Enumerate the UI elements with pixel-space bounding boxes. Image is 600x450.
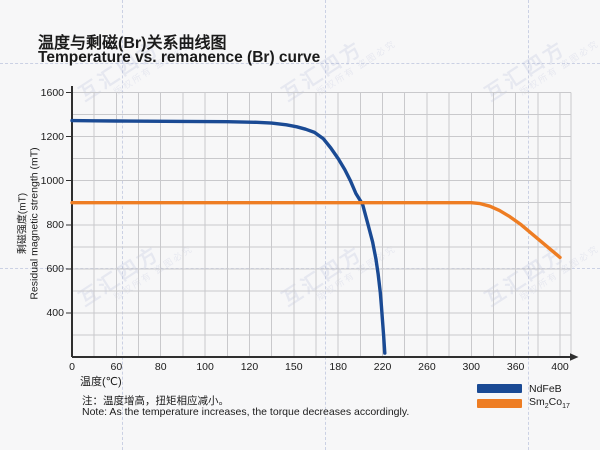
y-tick-label: 800 [46,218,64,231]
watermark: 互汇四方 版权所有 盗图必究 [278,212,421,319]
watermark-brand: 互汇四方 [75,242,165,311]
footnote-en: Note: As the temperature increases, the … [82,406,410,418]
legend-label-part: 2 [544,403,549,411]
watermark-notice: 版权所有 盗图必究 [517,243,600,303]
watermark-notice: 版权所有 盗图必究 [111,243,195,303]
x-axis-title: 温度(℃) [80,376,122,388]
watermark: 互汇四方 版权所有 盗图必究 [75,212,218,319]
x-tick-label: 100 [196,361,214,373]
series-curve-sm2co17 [70,201,562,260]
legend-item-sm2co17: Sm2Co17 [477,396,570,411]
y-tick-label: 1200 [40,130,64,143]
x-tick-label: 180 [329,361,347,373]
watermark: 互汇四方 版权所有 盗图必究 [481,212,600,319]
watermark-guide-line [325,0,326,450]
watermark-guide-line [122,0,123,450]
watermark-brand: 互汇四方 [481,37,571,106]
x-tick-label: 260 [418,361,436,373]
x-axis-arrow-icon [570,353,579,361]
x-tick-label: 220 [373,361,392,373]
legend-label-part: Co [548,396,563,409]
legend-item-ndfeb: NdFeB [477,381,570,396]
y-tick-label: 1000 [40,174,64,187]
y-tick-label: 400 [46,306,64,319]
watermark-brand: 互汇四方 [278,242,368,311]
x-tick-label: 80 [154,361,167,373]
legend-swatch-ndfeb [477,384,522,393]
legend-label-part: 17 [562,403,570,411]
chart-title-zh: 温度与剩磁(Br)关系曲线图 [38,35,227,52]
legend-swatch-sm2co17 [477,399,522,408]
watermark-notice: 版权所有 盗图必究 [314,38,398,98]
series-curve-ndfeb [70,118,387,355]
x-tick-label: 120 [240,361,259,373]
y-tick-label: 600 [46,262,64,275]
watermark-notice: 版权所有 盗图必究 [517,38,600,98]
y-axis-title-en: Residual magnetic strength (mT) [28,147,41,300]
watermark-guide-line [0,63,600,64]
chart-title-en: Temperature vs. remanence (Br) curve [38,49,321,66]
legend-label-sm2co17: Sm2Co17 [529,396,570,410]
y-axis-title-zh: 剩磁强度(mT) [17,192,29,255]
legend-label-ndfeb: NdFeB [529,382,562,395]
x-tick-label: 150 [285,361,303,373]
y-tick-label: 1600 [40,86,64,99]
x-tick-label: 0 [69,361,75,373]
legend-label-part: Sm [529,396,545,409]
x-tick-label: 60 [110,361,123,373]
watermark-notice: 版权所有 盗图必究 [314,243,398,303]
chart-legend: NdFeB Sm2Co17 [477,381,570,411]
watermark: 互汇四方 版权所有 盗图必究 [481,7,600,114]
footnote-zh: 注：温度增高，扭矩相应减小。 [82,395,229,407]
x-tick-label: 360 [506,361,525,373]
x-tick-label: 300 [462,361,481,373]
watermark-guide-line [0,268,600,269]
watermark-brand: 互汇四方 [481,242,571,311]
x-tick-label: 400 [551,361,569,373]
